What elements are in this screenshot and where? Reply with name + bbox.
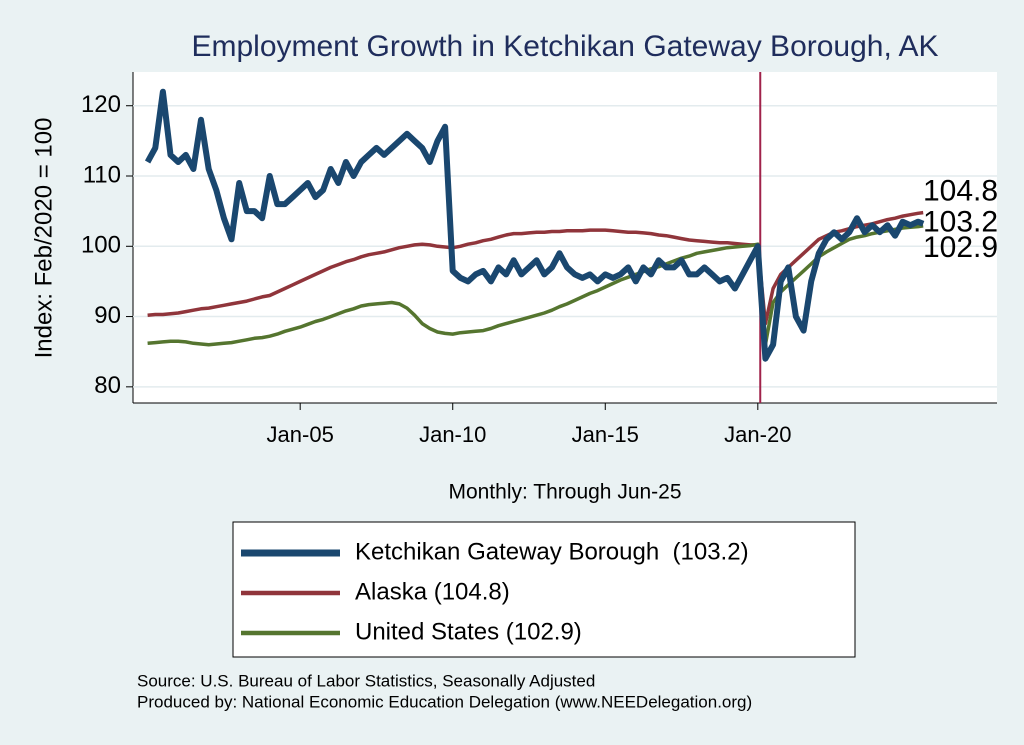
end-value-label: 103.2 [923, 206, 998, 239]
plot: 80 90 100 110 120 Jan-05 Jan-10 Jan-15 Jan-20 [81, 72, 997, 447]
series-line [144, 88, 925, 362]
y-tick-label: 100 [81, 232, 121, 259]
end-value-label: 104.8 [923, 174, 998, 207]
end-value-label: 102.9 [923, 231, 998, 264]
y-axis-title: Index: Feb/2020 = 100 [30, 118, 57, 359]
legend-label: United States (102.9) [355, 618, 582, 645]
chart-title: Employment Growth in Ketchikan Gateway B… [191, 30, 938, 63]
x-axis-title: Monthly: Through Jun-25 [448, 481, 681, 504]
y-tick-label: 110 [83, 161, 121, 188]
y-tick-label: 120 [81, 91, 121, 118]
y-tick-label: 80 [94, 372, 121, 399]
y-tick-label: 90 [94, 302, 121, 329]
plot-area [133, 72, 997, 403]
legend-label: Ketchikan Gateway Borough (103.2) [355, 538, 749, 565]
series-line [147, 210, 924, 326]
x-tick-label: Jan-20 [724, 422, 791, 447]
series-line [147, 224, 924, 347]
source-note: Source: U.S. Bureau of Labor Statistics,… [137, 671, 595, 690]
x-tick-label: Jan-10 [419, 422, 486, 447]
producer-note: Produced by: National Economic Education… [137, 692, 752, 711]
legend-label: Alaska (104.8) [355, 578, 510, 605]
x-tick-label: Jan-05 [267, 422, 334, 447]
x-tick-label: Jan-15 [572, 422, 639, 447]
